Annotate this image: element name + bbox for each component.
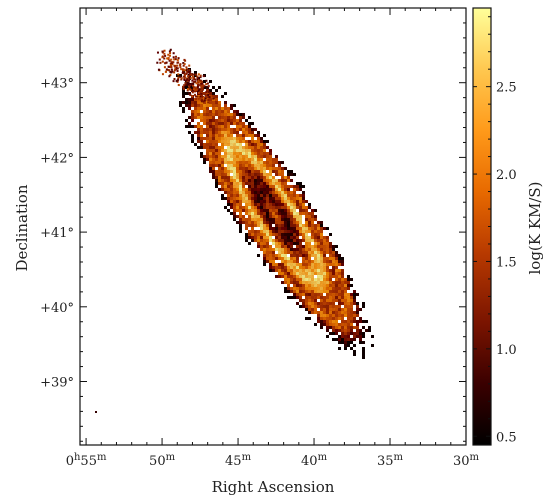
- x-tick-label: 35m: [377, 452, 404, 469]
- x-axis-title: Right Ascension: [212, 478, 335, 496]
- colorbar-title: log(K KM/S): [526, 181, 544, 274]
- y-tick-label: +40°: [40, 301, 74, 316]
- x-tick-label: 30m: [453, 452, 480, 469]
- x-tick-label: 0h55m: [66, 452, 107, 469]
- colorbar-tick-label: 2.5: [496, 81, 517, 96]
- colorbar-tick-label: 2.0: [496, 168, 517, 183]
- galaxy-intensity-map: [95, 48, 374, 413]
- y-axis-title: Declination: [13, 184, 31, 271]
- plot-frame: [79, 7, 467, 446]
- x-tick-label: 40m: [301, 452, 328, 469]
- x-tick-label: 45m: [225, 452, 252, 469]
- y-tick-label: +41°: [40, 226, 74, 241]
- x-tick-label: 50m: [149, 452, 176, 469]
- colorbar-tick-label: 1.5: [496, 255, 517, 270]
- x-axis: 0h55m 50m 45m 40m 35m 30m: [66, 8, 480, 469]
- y-tick-label: +39°: [40, 376, 74, 391]
- y-tick-label: +42°: [40, 151, 74, 166]
- colorbar-axis: 0.5 1.0 1.5 2.0 2.5: [473, 16, 517, 445]
- y-tick-label: +43°: [40, 77, 74, 92]
- colorbar-tick-label: 1.0: [496, 343, 517, 358]
- colorbar-tick-label: 0.5: [496, 430, 517, 445]
- y-axis: +43° +42° +41° +40° +39°: [40, 22, 466, 442]
